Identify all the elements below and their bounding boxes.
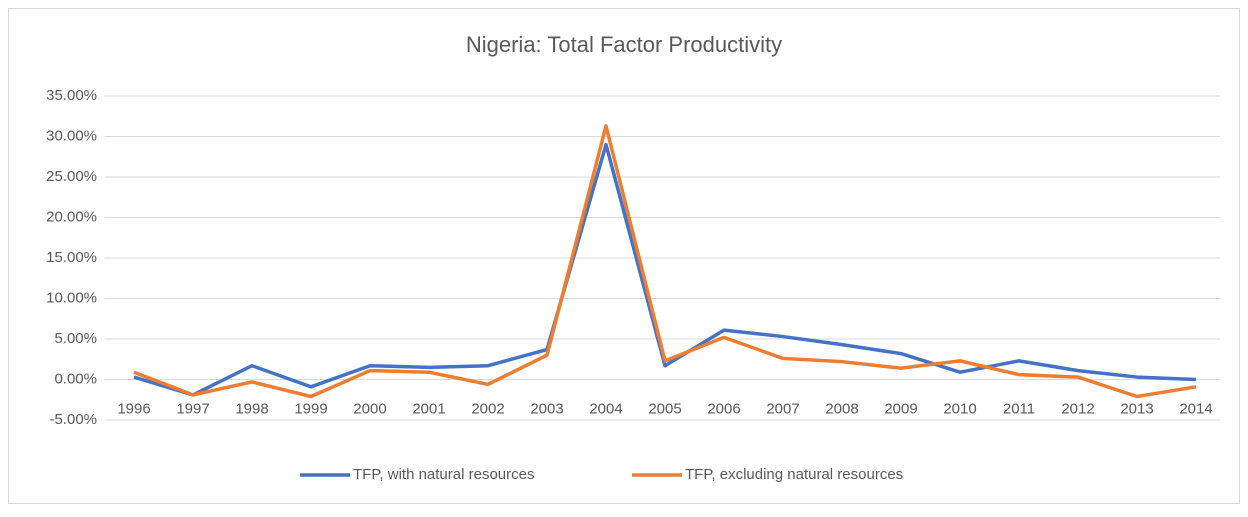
x-tick-label: 2008 bbox=[825, 400, 858, 417]
x-tick-label: 1998 bbox=[235, 400, 268, 417]
x-tick-label: 2011 bbox=[1003, 400, 1035, 417]
x-tick-label: 2004 bbox=[589, 400, 622, 417]
x-tick-label: 2002 bbox=[471, 400, 504, 417]
y-tick-label: 10.00% bbox=[46, 289, 97, 306]
x-tick-label: 1997 bbox=[176, 400, 209, 417]
x-tick-label: 2012 bbox=[1061, 400, 1094, 417]
x-tick-label: 2013 bbox=[1120, 400, 1153, 417]
y-tick-label: 0.00% bbox=[54, 370, 97, 387]
x-tick-label: 2005 bbox=[648, 400, 681, 417]
x-tick-label: 2001 bbox=[412, 400, 445, 417]
x-tick-label: 2009 bbox=[884, 400, 917, 417]
y-tick-label: 25.00% bbox=[46, 168, 97, 185]
chart-frame bbox=[8, 8, 1240, 504]
y-tick-label: 35.00% bbox=[46, 87, 97, 104]
y-tick-label: 5.00% bbox=[54, 330, 97, 347]
chart-title: Nigeria: Total Factor Productivity bbox=[466, 32, 782, 57]
legend-label: TFP, with natural resources bbox=[353, 466, 534, 483]
x-tick-label: 1999 bbox=[294, 400, 327, 417]
series-line bbox=[133, 142, 1197, 397]
y-tick-label: 20.00% bbox=[46, 208, 97, 225]
x-tick-label: 1996 bbox=[117, 400, 150, 417]
x-tick-label: 2010 bbox=[943, 400, 976, 417]
series-line bbox=[133, 124, 1197, 399]
x-tick-label: 2003 bbox=[530, 400, 563, 417]
legend-label: TFP, excluding natural resources bbox=[685, 466, 903, 483]
y-tick-label: 15.00% bbox=[46, 249, 97, 266]
x-tick-label: 2014 bbox=[1179, 400, 1212, 417]
x-tick-label: 2006 bbox=[707, 400, 740, 417]
x-tick-label: 2000 bbox=[353, 400, 386, 417]
y-tick-label: -5.00% bbox=[49, 411, 97, 428]
y-tick-label: 30.00% bbox=[46, 127, 97, 144]
x-tick-label: 2007 bbox=[766, 400, 799, 417]
